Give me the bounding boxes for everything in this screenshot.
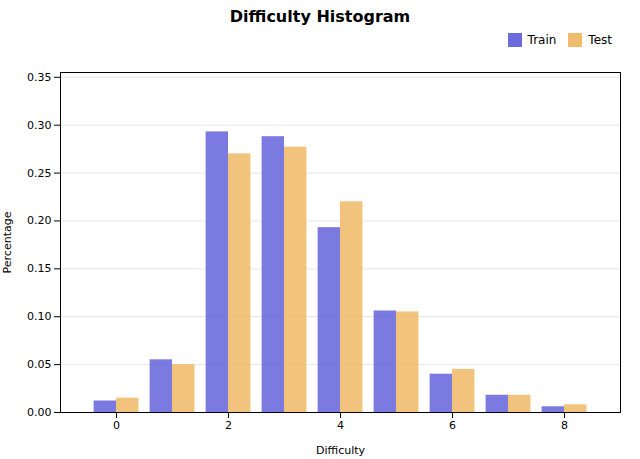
svg-text:0.30: 0.30 bbox=[27, 119, 52, 132]
svg-text:0.15: 0.15 bbox=[27, 262, 52, 275]
svg-text:0: 0 bbox=[113, 419, 120, 432]
svg-text:6: 6 bbox=[449, 419, 456, 432]
html-text:Test: Test bbox=[588, 33, 612, 47]
svg-text:Difficulty: Difficulty bbox=[316, 444, 366, 457]
svg-text:0.25: 0.25 bbox=[27, 167, 52, 180]
svg-text:Percentage: Percentage bbox=[1, 211, 14, 273]
svg-text:0.00: 0.00 bbox=[27, 406, 52, 419]
html-text:Difficulty Histogram: Difficulty Histogram bbox=[229, 7, 411, 26]
svg-text:8: 8 bbox=[561, 419, 568, 432]
svg-text:0.05: 0.05 bbox=[27, 358, 52, 371]
svg-text:2: 2 bbox=[225, 419, 232, 432]
svg-text:0.20: 0.20 bbox=[27, 214, 52, 227]
svg-text:4: 4 bbox=[337, 419, 344, 432]
html-text:Train: Train bbox=[527, 33, 557, 47]
svg-text:0.35: 0.35 bbox=[27, 71, 52, 84]
svg-text:0.10: 0.10 bbox=[27, 310, 52, 323]
